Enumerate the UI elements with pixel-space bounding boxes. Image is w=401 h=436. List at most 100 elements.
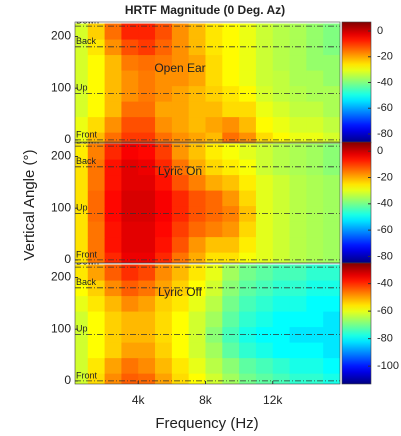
heatmap-cell	[121, 132, 139, 143]
colorbar-tick-label: -60	[377, 224, 393, 236]
heatmap-cell	[289, 252, 307, 263]
heatmap-cell	[171, 342, 190, 359]
heatmap-cell	[306, 295, 324, 312]
heatmap-cell	[188, 190, 206, 207]
heatmap-cell	[323, 311, 340, 328]
heatmap-cell	[87, 326, 106, 343]
heatmap-cell	[121, 190, 139, 207]
heatmap-cell	[87, 116, 106, 133]
heatmap-cell	[75, 39, 89, 56]
heatmap-cell	[222, 252, 240, 263]
heatmap-cell	[289, 221, 307, 238]
heatmap-cell	[239, 70, 257, 87]
colorbar-tick-label: -40	[377, 278, 393, 290]
heatmap-cell	[306, 116, 324, 133]
heatmap-cell	[171, 357, 190, 374]
heatmap-cell	[155, 221, 173, 238]
x-tick-label: 8k	[199, 393, 213, 407]
heatmap-cell	[323, 264, 340, 281]
heatmap-cell	[272, 132, 291, 143]
reference-label: Front	[76, 249, 98, 259]
colorbar-tick-label: -40	[377, 76, 393, 88]
heatmap-cell	[155, 252, 173, 263]
heatmap-cell	[306, 101, 324, 118]
heatmap-cell	[289, 23, 307, 40]
heatmap-cell	[323, 101, 340, 118]
heatmap-cell	[75, 54, 89, 71]
heatmap-cell	[121, 264, 139, 281]
heatmap-cell	[75, 280, 89, 297]
heatmap-cell	[255, 373, 274, 384]
heatmap-cell	[222, 295, 240, 312]
heatmap-cell	[87, 70, 106, 87]
heatmap-cell	[323, 342, 340, 359]
heatmap-cell	[104, 143, 122, 160]
heatmap-cell	[171, 159, 190, 176]
reference-label: Up	[76, 203, 88, 213]
heatmap-cell	[289, 311, 307, 328]
heatmap-cell	[306, 280, 324, 297]
heatmap-cell	[239, 326, 257, 343]
heatmap-cell	[75, 85, 89, 102]
heatmap-cell	[306, 143, 324, 160]
heatmap-cell	[306, 23, 324, 40]
reference-label: Up	[76, 83, 88, 93]
heatmap-cell	[171, 85, 190, 102]
heatmap-cell	[188, 143, 206, 160]
heatmap-cell	[138, 373, 156, 384]
heatmap-cell	[104, 174, 122, 191]
heatmap-cell	[205, 373, 223, 384]
heatmap-cell	[121, 236, 139, 253]
colorbar-tick-label: -20	[377, 171, 393, 183]
heatmap-cell	[171, 311, 190, 328]
heatmap-cell	[289, 190, 307, 207]
heatmap-cell	[121, 373, 139, 384]
heatmap-cell	[205, 132, 223, 143]
heatmap-cell	[323, 23, 340, 40]
heatmap-cell	[87, 174, 106, 191]
heatmap-cell	[75, 132, 89, 143]
heatmap-cell	[239, 280, 257, 297]
heatmap-cell	[155, 116, 173, 133]
heatmap-cell	[104, 357, 122, 374]
heatmap-cell	[104, 54, 122, 71]
heatmap-cell	[205, 101, 223, 118]
heatmap-cell	[205, 236, 223, 253]
heatmap-cell	[205, 252, 223, 263]
heatmap-cell	[239, 101, 257, 118]
heatmap-cell	[323, 116, 340, 133]
heatmap-cell	[121, 221, 139, 238]
heatmap-cell	[272, 116, 291, 133]
heatmap-cell	[222, 54, 240, 71]
heatmap-cell	[171, 326, 190, 343]
heatmap-cell	[323, 70, 340, 87]
reference-label: Down	[76, 257, 99, 267]
heatmap-cell	[205, 70, 223, 87]
heatmap-cell	[87, 159, 106, 176]
heatmap-cell	[255, 54, 274, 71]
heatmap-cell	[87, 143, 106, 160]
heatmap-cell	[138, 236, 156, 253]
heatmap-cell	[205, 116, 223, 133]
heatmap-cell	[121, 174, 139, 191]
heatmap-cell	[222, 143, 240, 160]
heatmap-cell	[155, 311, 173, 328]
colorbar-tick-label: -60	[377, 305, 393, 317]
y-tick-label: 0	[64, 373, 71, 387]
heatmap-cell	[289, 295, 307, 312]
heatmap-cell	[239, 342, 257, 359]
heatmap-cell	[87, 264, 106, 281]
heatmap-cell	[75, 264, 89, 281]
reference-label: Up	[76, 324, 88, 334]
heatmap-cell	[155, 101, 173, 118]
heatmap-cell	[272, 143, 291, 160]
heatmap-cell	[239, 23, 257, 40]
heatmap-cell	[255, 221, 274, 238]
x-tick-label: 12k	[263, 393, 283, 407]
heatmap-cell	[222, 190, 240, 207]
heatmap-cell	[188, 342, 206, 359]
heatmap-cell	[205, 159, 223, 176]
panel-label: Open Ear	[154, 61, 205, 75]
heatmap-cell	[104, 342, 122, 359]
heatmap-panel: Front Up Back Down	[75, 257, 340, 384]
